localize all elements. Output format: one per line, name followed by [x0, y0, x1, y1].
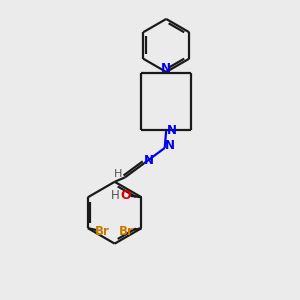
Text: O: O [121, 189, 131, 202]
Text: Br: Br [95, 225, 110, 238]
Text: Br: Br [119, 225, 134, 238]
Text: N: N [161, 62, 171, 75]
Text: N: N [167, 124, 176, 137]
Text: N: N [165, 139, 175, 152]
Text: H: H [114, 169, 123, 179]
Text: H: H [111, 189, 120, 202]
Text: N: N [143, 154, 154, 167]
